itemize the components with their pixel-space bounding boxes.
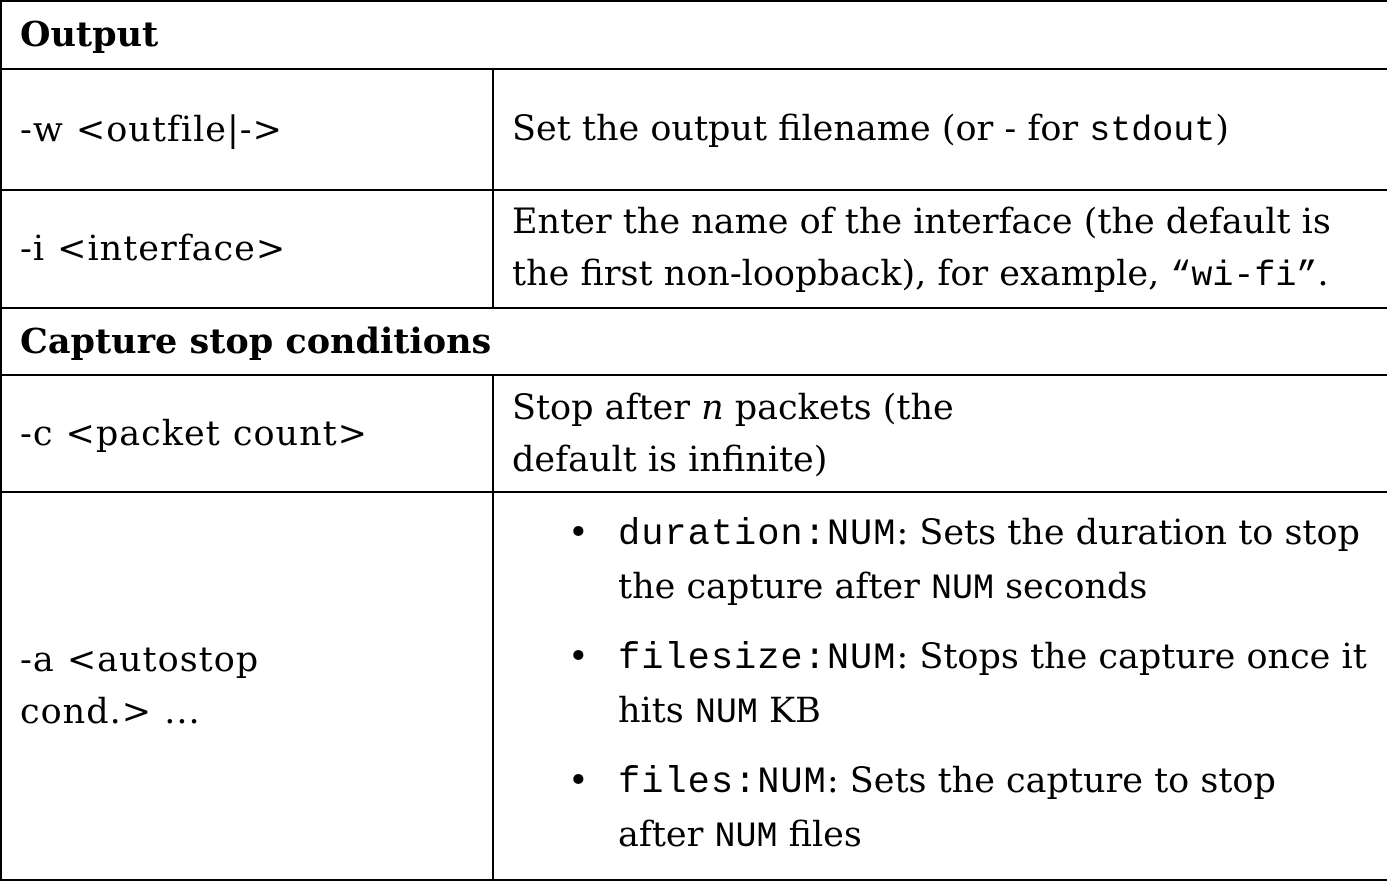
option-flag: -i <interface> <box>0 189 494 309</box>
description-text: Enter the name of the interface (the def… <box>512 202 1331 294</box>
section-header-row: Output <box>0 0 1387 70</box>
table-row: -i <interface> Enter the name of the int… <box>0 189 1387 309</box>
condition-text: KB <box>757 691 821 731</box>
option-flag: -c <packet count> <box>0 374 494 493</box>
list-item: duration:NUM: Sets the duration to stop … <box>568 507 1369 615</box>
condition-key: files:NUM <box>618 762 827 804</box>
inline-code: NUM <box>930 569 994 609</box>
condition-key: filesize:NUM <box>618 638 897 680</box>
description-text: Stop after <box>512 387 702 428</box>
section-header-row: Capture stop conditions <box>0 307 1387 376</box>
option-description: Stop after n packets (the default is inf… <box>491 374 1387 493</box>
inline-code: NUM <box>714 817 778 857</box>
description-text: ) <box>1215 108 1229 149</box>
option-description: Enter the name of the interface (the def… <box>491 189 1387 309</box>
condition-text: : Stops the capture once it hits <box>618 637 1367 731</box>
condition-text: : Sets the capture to stop after <box>618 761 1276 855</box>
option-flag: -w <outfile|-> <box>0 68 494 191</box>
description-text: packets (the default is infinite) <box>512 387 954 480</box>
table-row: -a <autostop cond.> ... duration:NUM: Se… <box>0 491 1387 881</box>
condition-key: duration:NUM <box>618 514 897 556</box>
condition-text: seconds <box>993 567 1148 607</box>
inline-code: NUM <box>694 693 758 733</box>
option-description: duration:NUM: Sets the duration to stop … <box>491 491 1387 881</box>
inline-code: “wi-fi” <box>1170 256 1318 296</box>
autostop-conditions-list: duration:NUM: Sets the duration to stop … <box>512 507 1369 863</box>
option-flag: -a <autostop cond.> ... <box>0 491 494 881</box>
description-text: Set the output filename (or - for <box>512 108 1090 149</box>
option-description: Set the output filename (or - for stdout… <box>491 68 1387 191</box>
table-row: -c <packet count> Stop after n packets (… <box>0 374 1387 493</box>
list-item: files:NUM: Sets the capture to stop afte… <box>568 755 1369 863</box>
section-title-capture-stop: Capture stop conditions <box>0 307 1387 376</box>
list-item: filesize:NUM: Stops the capture once it … <box>568 631 1369 739</box>
description-text: . <box>1317 254 1329 294</box>
condition-text: : Sets the duration to stop the capture … <box>618 513 1360 607</box>
inline-code: stdout <box>1089 110 1216 151</box>
table-row: -w <outfile|-> Set the output filename (… <box>0 68 1387 191</box>
description-emphasis: n <box>701 387 724 428</box>
section-title-output: Output <box>0 0 1387 70</box>
condition-text: files <box>777 815 862 855</box>
